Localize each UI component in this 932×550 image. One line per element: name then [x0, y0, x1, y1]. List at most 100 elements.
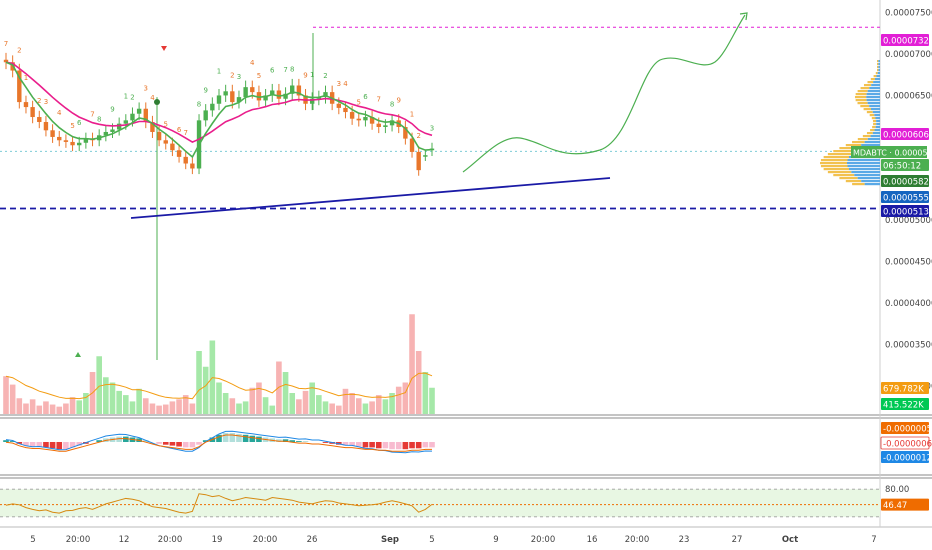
time-axis[interactable]: 5 20:00 12 20:00 19 20:00 26 Sep 5 9 20:00 16 20:00 2… [30, 535, 876, 545]
price-tick-label: 0.00006500 [885, 91, 932, 101]
volume-profile-bar [875, 72, 878, 75]
volume-bar [49, 404, 56, 414]
volume-bar [16, 398, 23, 414]
sequence-number-label: 7 [377, 96, 381, 104]
candle-body [416, 151, 421, 171]
candle-body [243, 87, 248, 98]
volume-profile-bar [845, 180, 862, 183]
volume-profile-bar [820, 159, 848, 162]
macd-histogram-bar [402, 442, 409, 450]
volume-profile-bar [872, 111, 880, 114]
volume-bar [422, 372, 429, 414]
sequence-number-label: 5 [164, 120, 168, 128]
volume-profile-bar [823, 156, 849, 159]
projection-arrowhead [739, 12, 748, 21]
candle-body [256, 92, 262, 101]
macd-histogram-bar [422, 442, 429, 448]
volume-profile-bar [863, 108, 871, 111]
volume-bar [415, 351, 422, 414]
moving-averages [5, 61, 433, 159]
price-badge: 0.00007321 [883, 37, 932, 47]
signal-dot [154, 99, 160, 105]
volume-profile-bar [852, 183, 865, 186]
candle-body [296, 85, 302, 96]
candle-body [223, 91, 228, 96]
time-tick-label: Sep [381, 535, 399, 545]
price-badge: 06:50:12 [883, 162, 921, 172]
macd-histogram-bar [369, 442, 375, 448]
volume-bar [342, 388, 349, 414]
signal-line [5, 434, 432, 452]
candle-body [83, 138, 89, 143]
macd-line [5, 430, 433, 454]
macd-histogram-bar [76, 442, 83, 446]
candle-body [429, 148, 435, 151]
candle-body [143, 108, 148, 123]
sequence-number-label: 7 [90, 111, 94, 119]
volume-profile-bar [847, 165, 880, 168]
volume-profile-bar [833, 150, 855, 153]
macd-histogram-bar [375, 442, 382, 449]
rsi-panel: 80.00 [0, 485, 909, 518]
time-tick-label: 5 [429, 535, 434, 545]
time-tick-label: 20:00 [625, 535, 650, 545]
volume-profile-bar [857, 177, 880, 180]
macd-histogram-bar [409, 442, 415, 449]
candle-body [309, 98, 315, 104]
volume-bar [322, 401, 329, 414]
volume-profile-bar [857, 102, 868, 105]
sequence-number-label: 2 [37, 97, 41, 105]
candle-body [43, 122, 49, 131]
volume-profile-bar [877, 69, 879, 72]
volume-profile-bar [866, 93, 880, 96]
volume-bar [43, 401, 49, 414]
time-tick-label: 20:00 [253, 535, 278, 545]
volume-profile-bar [847, 162, 880, 165]
price-axis[interactable]: 0.00007500 0.00007000 0.00006500 0.00005000… [851, 8, 932, 511]
sequence-number-label: 4 [150, 94, 155, 102]
macd-histogram-bar [116, 436, 122, 442]
price-badge-bg [881, 191, 929, 203]
sequence-number-label: 1 [310, 71, 314, 79]
macd-histogram-bar [249, 435, 256, 442]
sequence-number-label: 6 [177, 126, 182, 134]
candle-body [216, 95, 222, 104]
sequence-number-label: 3 [144, 85, 148, 93]
macd-histogram-bar [342, 442, 349, 446]
macd-histogram-bar [242, 434, 249, 442]
macd-histogram-bar [169, 442, 176, 446]
macd-histogram-bar [222, 433, 229, 442]
volume-bar [202, 366, 209, 414]
volume-bar [362, 403, 369, 414]
volume-profile-bar [871, 84, 880, 87]
price-tick-label: 0.00004500 [885, 257, 932, 267]
volume-profile-bar [847, 159, 880, 162]
candle-body [236, 97, 242, 103]
candle-body [130, 113, 135, 121]
volume-profile-bar [864, 183, 880, 186]
volume-profile-bar [855, 99, 867, 102]
macd-histogram-bar [296, 441, 302, 442]
volume-bar [369, 401, 375, 414]
volume-bar [349, 393, 355, 414]
time-tick-label: 20:00 [531, 535, 556, 545]
volume-bar [129, 401, 136, 414]
candle-body [263, 95, 268, 101]
volume-profile [819, 60, 880, 186]
price-tick-label: 0.00007000 [885, 50, 932, 60]
ascending-trendline [130, 177, 611, 219]
candle-body [156, 131, 162, 141]
volume-profile-bar [874, 78, 880, 81]
time-tick-label: 27 [732, 535, 743, 545]
sequence-number-label: 2 [230, 71, 234, 79]
candle-body [376, 123, 381, 127]
macd-histogram-bar [382, 442, 389, 449]
trend-drawings [130, 12, 748, 219]
volume-bar [116, 390, 122, 414]
price-levels [0, 26, 880, 210]
rsi-band [0, 489, 880, 517]
buy-signal-marker [75, 352, 81, 357]
sequence-number-label: 1 [410, 111, 414, 119]
candle-body [110, 129, 115, 132]
